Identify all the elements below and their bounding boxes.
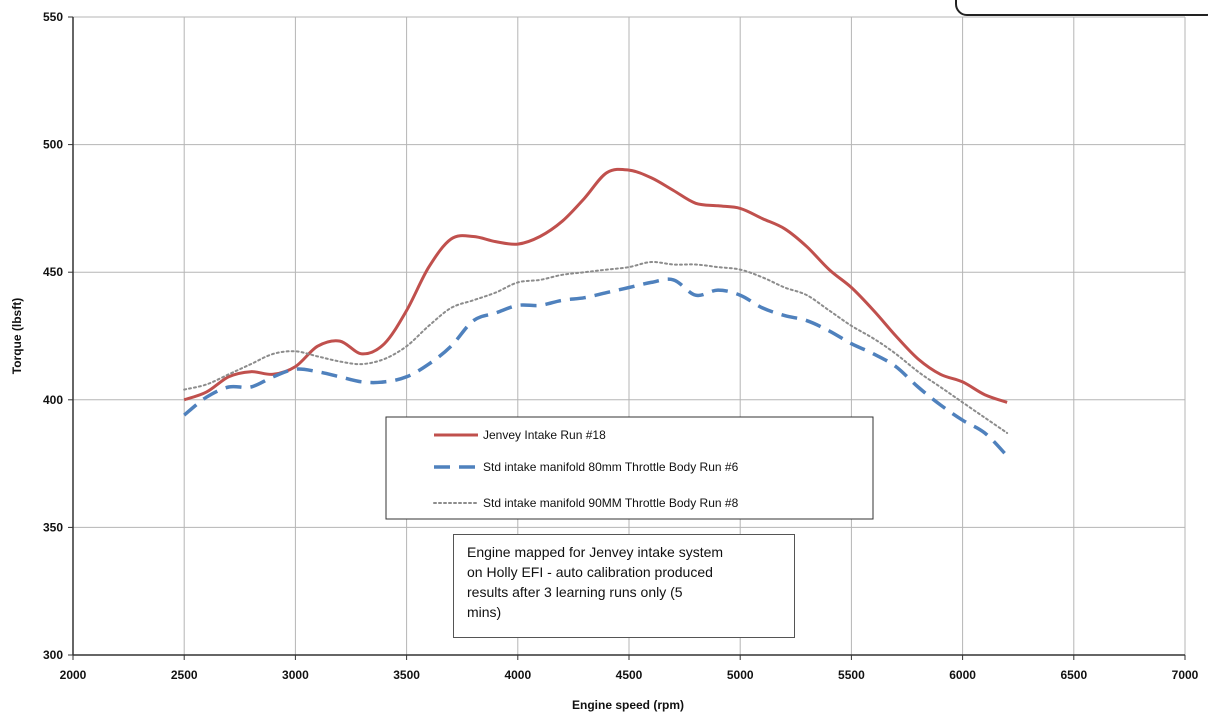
series-line-0 xyxy=(183,167,1008,404)
y-tick-label: 550 xyxy=(43,10,63,24)
x-axis-title: Engine speed (rpm) xyxy=(572,698,684,712)
x-tick-label: 4500 xyxy=(616,668,643,682)
x-tick-label: 5000 xyxy=(727,668,754,682)
legend-label-1: Std intake manifold 80mm Throttle Body R… xyxy=(483,460,739,474)
annotation-line: results after 3 learning runs only (5 xyxy=(467,584,683,600)
annotation-line: Engine mapped for Jenvey intake system xyxy=(467,544,724,560)
y-tick-label: 300 xyxy=(43,648,63,662)
x-tick-label: 4000 xyxy=(504,668,531,682)
corner-box-fragment xyxy=(955,0,1208,16)
series-lines xyxy=(183,167,1009,458)
tick-labels: 2000 2500 3000 3500 4000 4500 5000 5500 6000 6500… xyxy=(43,10,1199,682)
x-tick-label: 5500 xyxy=(838,668,865,682)
series-line-1 xyxy=(183,277,1009,458)
y-tick-label: 500 xyxy=(43,138,63,152)
annotation-line: mins) xyxy=(467,604,502,620)
annotation-line: on Holly EFI - auto calibration produced xyxy=(467,564,713,580)
x-tick-label: 7000 xyxy=(1172,668,1199,682)
axes xyxy=(68,16,1186,660)
annotation-box: Engine mapped for Jenvey intake system o… xyxy=(453,534,795,638)
y-tick-label: 400 xyxy=(43,393,63,407)
x-tick-label: 6500 xyxy=(1060,668,1087,682)
series-line-2 xyxy=(183,260,1009,434)
y-tick-label: 450 xyxy=(43,265,63,279)
x-tick-label: 2000 xyxy=(60,668,87,682)
x-tick-label: 6000 xyxy=(949,668,976,682)
y-axis-title: Torque (lbsft) xyxy=(10,298,24,374)
x-tick-label: 2500 xyxy=(171,668,198,682)
x-tick-label: 3000 xyxy=(282,668,309,682)
x-tick-label: 3500 xyxy=(393,668,420,682)
legend: Jenvey Intake Run #18 Std intake manifol… xyxy=(385,416,874,520)
legend-label-2: Std intake manifold 90MM Throttle Body R… xyxy=(483,496,739,510)
legend-label-0: Jenvey Intake Run #18 xyxy=(483,428,606,442)
y-tick-label: 350 xyxy=(43,520,63,534)
